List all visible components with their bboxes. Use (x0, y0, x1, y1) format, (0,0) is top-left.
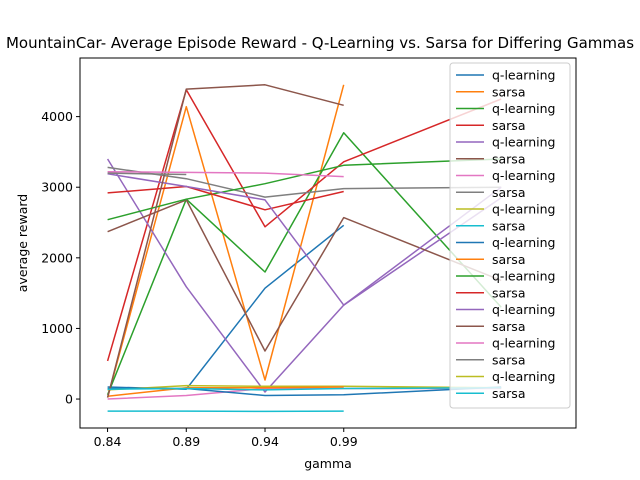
x-tick-label: 0.94 (251, 434, 279, 449)
legend-entry: sarsa (492, 285, 525, 300)
series-line-16 (106, 84, 344, 398)
series-line-8 (107, 166, 502, 198)
legend-entry: q-learning (492, 369, 555, 384)
legend-entry: q-learning (492, 302, 555, 317)
y-axis: 0 1000 2000 3000 4000 (41, 109, 80, 407)
series-line-2 (106, 84, 345, 398)
legend-box (449, 62, 571, 409)
series-line-9 (107, 384, 502, 391)
series-line-14 (107, 185, 344, 211)
legend-entry: q-learning (492, 135, 555, 150)
series-line-5 (106, 158, 502, 393)
legend-entry: sarsa (492, 118, 525, 133)
x-tick-label: 0.89 (172, 434, 200, 449)
series-line-18 (107, 172, 187, 176)
x-tick-label: 0.99 (330, 434, 358, 449)
chart-title: MountainCar- Average Episode Reward - Q-… (6, 34, 634, 52)
legend-entry: sarsa (492, 352, 525, 367)
legend-entry: q-learning (492, 101, 555, 116)
x-axis-label: gamma (304, 456, 352, 471)
legend-entry: q-learning (492, 168, 555, 183)
legend-entry: q-learning (492, 336, 555, 351)
legend-entry: sarsa (492, 218, 525, 233)
series-line-12 (107, 386, 344, 397)
series-line-6 (107, 199, 502, 352)
y-tick-label: 1000 (41, 321, 73, 336)
x-tick-label: 0.84 (94, 434, 122, 449)
series-line-15 (107, 173, 502, 306)
series-line-20 (107, 387, 502, 391)
legend: q-learningsarsaq-learningsarsaq-learning… (449, 62, 571, 409)
plot-frame (79, 57, 577, 429)
legend-entry: sarsa (492, 151, 525, 166)
legend-entry: q-learning (492, 235, 555, 250)
x-axis: 0.84 0.89 0.94 0.99 (94, 428, 358, 449)
series-line-3 (106, 132, 502, 396)
plot-lines (106, 84, 502, 413)
y-axis-label: average reward (15, 194, 30, 292)
legend-entry: q-learning (492, 68, 555, 83)
series-line-17 (107, 170, 344, 178)
series-line-4 (106, 89, 502, 362)
legend-entry: q-learning (492, 202, 555, 217)
legend-entry: q-learning (492, 269, 555, 284)
y-tick-label: 0 (65, 392, 73, 407)
legend-entry: sarsa (492, 252, 525, 267)
y-tick-label: 2000 (41, 250, 73, 265)
y-tick-label: 4000 (41, 109, 73, 124)
y-tick-label: 3000 (41, 180, 73, 195)
series-line-13 (107, 158, 502, 221)
legend-entry: sarsa (492, 185, 525, 200)
legend-entry: sarsa (492, 84, 525, 99)
legend-entry: sarsa (492, 319, 525, 334)
legend-entry: sarsa (492, 386, 525, 401)
